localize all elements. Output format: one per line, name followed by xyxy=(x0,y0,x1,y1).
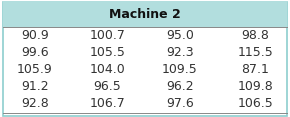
Text: 106.7: 106.7 xyxy=(89,97,125,110)
Text: 100.7: 100.7 xyxy=(89,29,125,42)
FancyBboxPatch shape xyxy=(3,2,287,116)
FancyBboxPatch shape xyxy=(3,1,287,27)
Text: 90.9: 90.9 xyxy=(21,29,49,42)
Text: 97.6: 97.6 xyxy=(166,97,194,110)
Text: 95.0: 95.0 xyxy=(166,29,194,42)
Text: 109.5: 109.5 xyxy=(162,63,198,76)
Text: 115.5: 115.5 xyxy=(237,46,273,59)
Text: 96.5: 96.5 xyxy=(93,80,121,93)
Text: 98.8: 98.8 xyxy=(241,29,269,42)
Text: 87.1: 87.1 xyxy=(241,63,269,76)
Text: 99.6: 99.6 xyxy=(21,46,49,59)
Text: 92.3: 92.3 xyxy=(166,46,194,59)
Text: 105.5: 105.5 xyxy=(89,46,125,59)
Text: 106.5: 106.5 xyxy=(237,97,273,110)
Text: Machine 2: Machine 2 xyxy=(109,7,181,21)
Text: 105.9: 105.9 xyxy=(17,63,53,76)
Text: 96.2: 96.2 xyxy=(166,80,194,93)
Text: 104.0: 104.0 xyxy=(89,63,125,76)
Text: 91.2: 91.2 xyxy=(21,80,49,93)
Text: 92.8: 92.8 xyxy=(21,97,49,110)
Text: 109.8: 109.8 xyxy=(237,80,273,93)
